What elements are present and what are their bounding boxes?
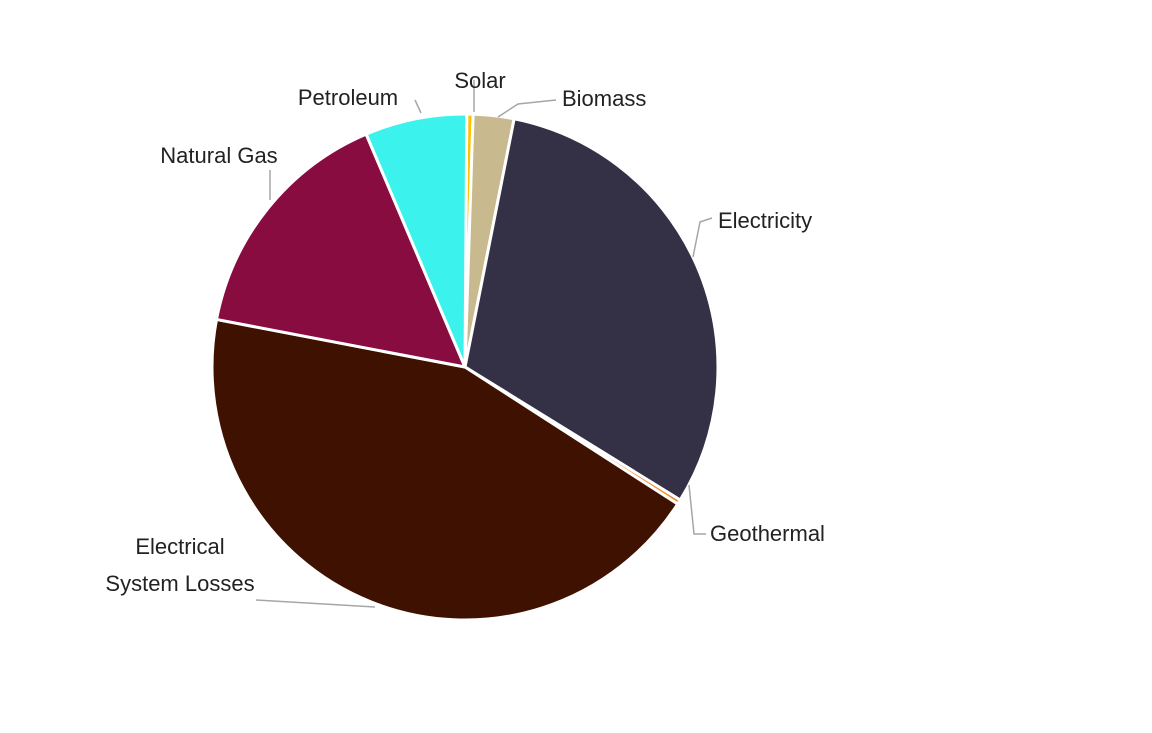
pie-slice-petroleum: [364, 112, 469, 369]
slice-label-line: Petroleum: [298, 85, 398, 110]
leader-line-electrical-system-losses: [255, 599, 376, 608]
slice-label-line: Solar: [454, 68, 505, 93]
slice-label-electricity: Electricity: [718, 208, 812, 233]
slice-label-natural-gas: Natural Gas: [160, 143, 277, 168]
slice-label-line: Natural Gas: [160, 143, 277, 168]
leader-line-geothermal: [688, 484, 706, 535]
leader-line-electricity: [692, 217, 713, 258]
leader-line-petroleum: [414, 99, 422, 114]
slice-label-electrical-system-losses: Electrical System Losses: [105, 534, 254, 596]
slice-label-line: System Losses: [105, 571, 254, 596]
slice-label-line: Geothermal: [710, 521, 825, 546]
pie-slices: [210, 112, 720, 622]
slice-label-petroleum: Petroleum: [298, 85, 398, 110]
slice-label-line: Electrical: [135, 534, 224, 559]
slice-label-biomass: Biomass: [562, 86, 646, 111]
slice-label-geothermal: Geothermal: [710, 521, 825, 546]
pie-slice-electrical-system-losses: [210, 317, 680, 622]
slice-label-solar: Solar: [454, 68, 505, 93]
leader-line-biomass: [497, 99, 557, 118]
pie-labels: Solar Biomass Electricity Geothermal Electri…: [105, 68, 825, 608]
slice-label-line: Biomass: [562, 86, 646, 111]
slice-label-line: Electricity: [718, 208, 812, 233]
pie-slice-natural-gas: [215, 132, 467, 369]
